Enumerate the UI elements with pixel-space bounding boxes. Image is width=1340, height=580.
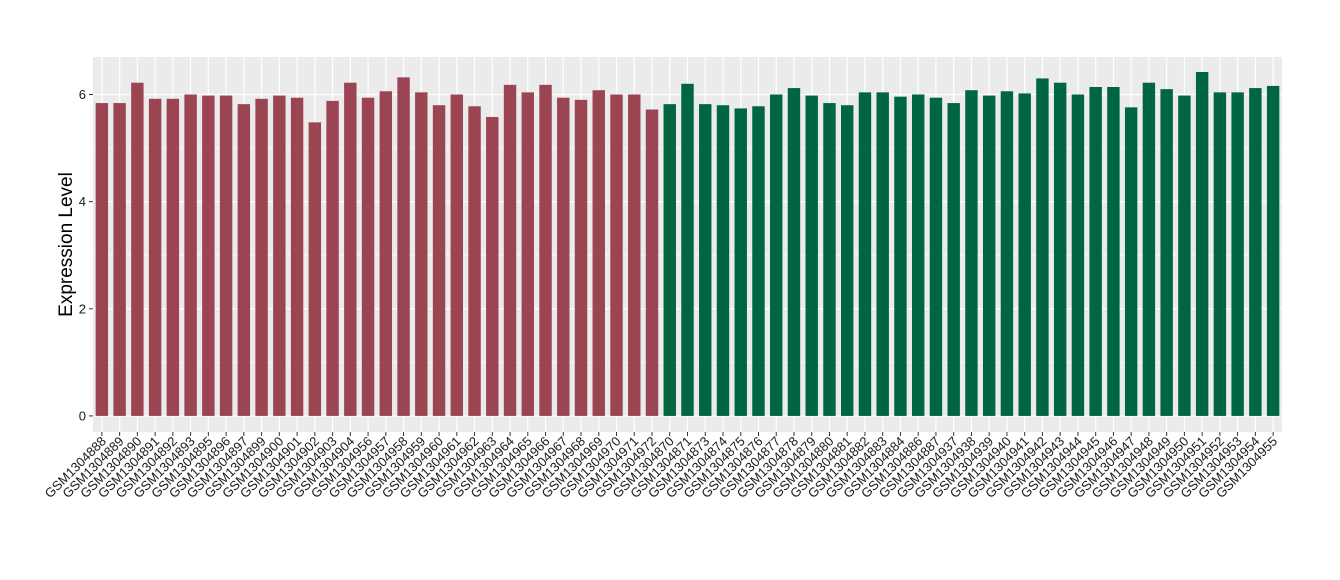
bar-GSM1304879 <box>805 95 818 416</box>
bar-GSM1304967 <box>557 97 570 416</box>
bar-GSM1304970 <box>610 94 623 416</box>
bar-GSM1304880 <box>823 103 836 416</box>
bar-GSM1304904 <box>344 82 357 416</box>
bar-GSM1304937 <box>947 103 960 416</box>
bar-GSM1304950 <box>1178 95 1191 416</box>
bar-GSM1304946 <box>1107 87 1120 416</box>
bar-GSM1304873 <box>699 104 712 416</box>
bar-GSM1304901 <box>290 97 304 416</box>
bar-GSM1304893 <box>184 94 197 416</box>
bar-GSM1304900 <box>273 95 286 416</box>
bar-GSM1304895 <box>202 95 215 416</box>
bar-GSM1304961 <box>450 94 464 416</box>
bar-GSM1304870 <box>663 104 676 416</box>
bar-GSM1304874 <box>716 105 730 416</box>
bar-GSM1304896 <box>219 95 233 416</box>
x-axis: GSM1304888GSM1304889GSM1304890GSM1304891… <box>42 432 1280 501</box>
bar-GSM1304963 <box>486 117 499 416</box>
bar-GSM1304876 <box>752 106 765 416</box>
bar-GSM1304890 <box>131 82 144 416</box>
bar-GSM1304878 <box>787 88 801 416</box>
bar-GSM1304955 <box>1266 85 1280 416</box>
bar-GSM1304952 <box>1213 92 1227 416</box>
bar-GSM1304939 <box>982 95 996 416</box>
bar-GSM1304887 <box>929 97 943 416</box>
bar-GSM1304877 <box>770 94 783 416</box>
bar-GSM1304966 <box>539 84 552 416</box>
y-tick-label: 6 <box>79 87 86 102</box>
bar-GSM1304891 <box>148 98 162 416</box>
bar-GSM1304948 <box>1142 82 1156 416</box>
bar-GSM1304883 <box>876 92 889 416</box>
bar-GSM1304971 <box>628 94 641 416</box>
bar-GSM1304947 <box>1124 107 1138 416</box>
bar-GSM1304944 <box>1071 94 1085 416</box>
bar-GSM1304953 <box>1231 92 1244 416</box>
bar-GSM1304943 <box>1053 82 1067 416</box>
bar-GSM1304945 <box>1089 87 1102 416</box>
bar-GSM1304888 <box>95 103 109 416</box>
bar-GSM1304960 <box>432 105 446 416</box>
y-tick-label: 4 <box>79 194 86 209</box>
bar-GSM1304964 <box>503 84 517 416</box>
y-tick-label: 2 <box>79 301 86 316</box>
bar-GSM1304972 <box>645 109 659 416</box>
bar-GSM1304968 <box>574 99 588 416</box>
bar-GSM1304903 <box>326 100 339 416</box>
bar-GSM1304962 <box>468 106 481 416</box>
bar-GSM1304886 <box>911 94 925 416</box>
bar-GSM1304871 <box>681 83 694 416</box>
bar-GSM1304965 <box>521 92 534 416</box>
bar-GSM1304889 <box>113 103 126 416</box>
bar-GSM1304938 <box>965 90 978 416</box>
bar-GSM1304941 <box>1018 93 1031 416</box>
bar-GSM1304956 <box>361 97 375 416</box>
bar-GSM1304884 <box>894 96 907 416</box>
bar-GSM1304940 <box>1000 91 1014 416</box>
bar-GSM1304949 <box>1160 89 1173 416</box>
bar-GSM1304881 <box>841 105 854 416</box>
bar-GSM1304875 <box>734 108 747 416</box>
bar-GSM1304942 <box>1036 78 1049 416</box>
bars <box>95 72 1280 416</box>
bar-GSM1304951 <box>1195 72 1209 416</box>
y-axis-title: Expression Level <box>56 172 77 317</box>
bar-GSM1304969 <box>592 90 605 416</box>
y-tick-label: 0 <box>79 408 86 423</box>
bar-GSM1304897 <box>237 104 251 416</box>
bar-GSM1304959 <box>415 92 428 416</box>
bar-GSM1304882 <box>858 92 872 416</box>
bar-GSM1304958 <box>397 77 410 416</box>
bar-GSM1304892 <box>166 98 180 416</box>
bar-GSM1304902 <box>308 122 322 416</box>
bar-GSM1304954 <box>1249 88 1262 416</box>
bar-GSM1304899 <box>255 98 268 416</box>
bar-GSM1304957 <box>379 91 393 416</box>
y-axis: 0 2 4 6 <box>79 87 93 423</box>
